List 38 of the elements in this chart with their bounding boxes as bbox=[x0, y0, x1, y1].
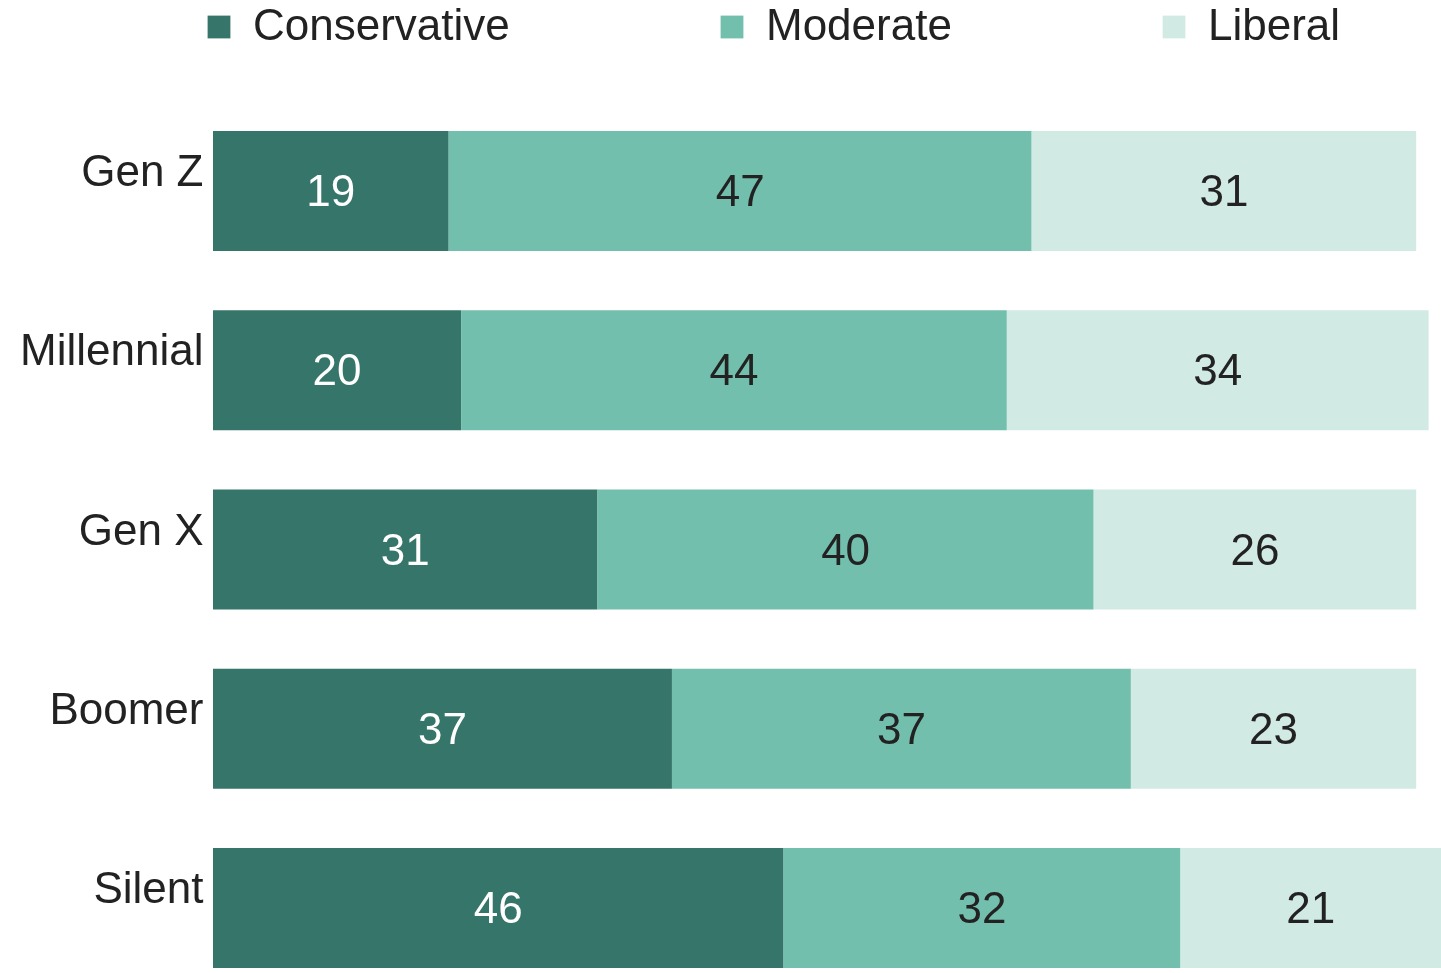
bar bbox=[1180, 847, 1441, 968]
data-label: 32 bbox=[957, 882, 1007, 932]
bar bbox=[671, 668, 1131, 789]
data-label: 44 bbox=[709, 345, 759, 395]
data-label: 34 bbox=[1193, 345, 1243, 395]
legend-label: Moderate bbox=[766, 0, 952, 49]
data-label: 47 bbox=[715, 166, 765, 216]
y-tick-label: Gen X bbox=[78, 504, 204, 554]
data-label: 46 bbox=[473, 882, 523, 932]
bar bbox=[1093, 489, 1417, 610]
data-label: 21 bbox=[1286, 882, 1336, 932]
bar bbox=[213, 489, 598, 610]
bar bbox=[213, 668, 672, 789]
bar bbox=[213, 847, 784, 968]
legend-label: Liberal bbox=[1208, 0, 1341, 49]
bar bbox=[1031, 131, 1417, 252]
legend-label: Conservative bbox=[253, 0, 510, 49]
data-label: 26 bbox=[1230, 524, 1280, 574]
bar bbox=[213, 131, 449, 252]
data-label: 31 bbox=[380, 524, 430, 574]
y-tick-label: Boomer bbox=[49, 683, 204, 733]
data-label: 23 bbox=[1249, 703, 1299, 753]
data-label: 37 bbox=[876, 703, 926, 753]
data-label: 40 bbox=[821, 524, 871, 574]
bar bbox=[1006, 310, 1429, 431]
y-tick-label: Millennial bbox=[20, 325, 204, 375]
y-tick-label: Silent bbox=[93, 862, 204, 912]
bar bbox=[1130, 668, 1417, 789]
bar bbox=[461, 310, 1007, 431]
bar bbox=[448, 131, 1032, 252]
bar bbox=[597, 489, 1094, 610]
y-tick-label: Gen Z bbox=[81, 146, 204, 196]
data-label: 31 bbox=[1199, 166, 1249, 216]
data-label: 19 bbox=[306, 166, 356, 216]
data-label: 37 bbox=[418, 703, 467, 753]
bar bbox=[783, 847, 1181, 968]
data-label: 20 bbox=[312, 345, 362, 395]
bar bbox=[213, 310, 462, 431]
